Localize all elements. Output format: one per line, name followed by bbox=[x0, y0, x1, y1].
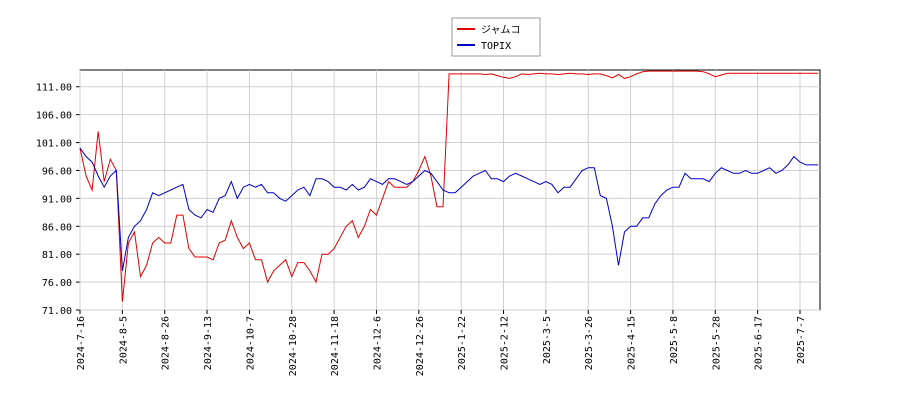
x-tick-label: 2025-3-5 bbox=[542, 316, 553, 364]
x-tick-label: 2024-10-28 bbox=[288, 316, 299, 376]
x-tick-label: 2024-7-16 bbox=[76, 316, 87, 370]
legend-box bbox=[451, 17, 541, 57]
y-tick-label: 76.00 bbox=[42, 278, 72, 289]
x-tick-label: 2025-3-26 bbox=[584, 316, 595, 370]
y-tick-label: 81.00 bbox=[42, 250, 72, 261]
x-tick-label: 2025-5-28 bbox=[711, 316, 722, 370]
x-tick-label: 2024-12-6 bbox=[372, 316, 383, 370]
x-tick-label: 2024-8-5 bbox=[118, 316, 129, 364]
y-tick-label: 96.00 bbox=[42, 166, 72, 177]
data-line bbox=[79, 147, 819, 271]
y-tick-label: 106.00 bbox=[36, 111, 72, 122]
y-tick-label: 71.00 bbox=[42, 306, 72, 317]
x-tick-label: 2025-4-15 bbox=[627, 316, 638, 370]
legend: ジャムコ TOPIX bbox=[451, 17, 541, 57]
x-tick-label: 2024-10-7 bbox=[245, 316, 256, 370]
plot-frame bbox=[79, 69, 821, 311]
y-tick-label: 101.00 bbox=[36, 139, 72, 150]
legend-label: TOPIX bbox=[481, 41, 511, 52]
x-tick-label: 2025-2-12 bbox=[500, 316, 511, 370]
y-tick-label: 91.00 bbox=[42, 194, 72, 205]
x-tick-label: 2025-1-22 bbox=[457, 316, 468, 370]
x-tick-label: 2025-6-17 bbox=[754, 316, 765, 370]
x-tick-label: 2025-7-7 bbox=[796, 316, 807, 364]
data-line bbox=[79, 70, 819, 302]
x-tick-label: 2024-8-26 bbox=[161, 316, 172, 370]
y-tick-label: 111.00 bbox=[36, 83, 72, 94]
legend-label: ジャムコ bbox=[481, 24, 521, 36]
x-tick-label: 2024-11-18 bbox=[330, 316, 341, 376]
x-tick-label: 2025-5-8 bbox=[669, 316, 680, 364]
y-tick-label: 86.00 bbox=[42, 222, 72, 233]
x-tick-label: 2024-9-13 bbox=[203, 316, 214, 370]
x-tick-label: 2024-12-26 bbox=[415, 316, 426, 376]
